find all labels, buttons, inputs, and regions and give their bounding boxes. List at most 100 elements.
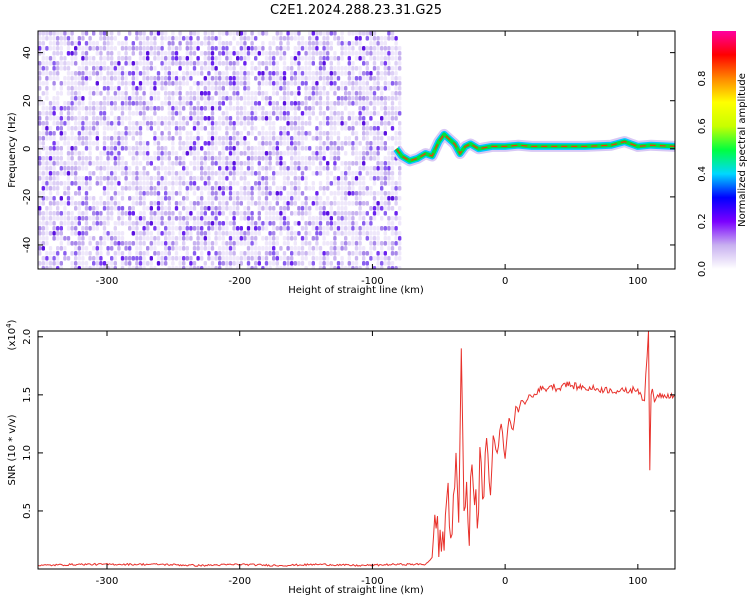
spectrogram-cell <box>189 206 193 211</box>
spectrogram-cell <box>300 256 305 261</box>
spectrogram-cell <box>261 61 265 66</box>
spectrogram-cell <box>106 156 110 161</box>
spectrogram-cell <box>272 76 276 81</box>
spectrogram-cell <box>387 216 391 221</box>
spectrogram-cell <box>336 61 341 66</box>
spectrogram-cell <box>318 121 323 126</box>
spectrogram-cell <box>243 171 247 176</box>
spectrogram-cell <box>308 156 312 161</box>
spectrogram-cell <box>286 96 290 101</box>
spectrogram-cell <box>293 56 297 61</box>
spectrogram-cell <box>275 31 279 36</box>
spectrogram-cell <box>174 206 179 211</box>
spectrogram-cell <box>326 76 330 81</box>
spectrogram-cell <box>102 61 107 66</box>
spectrogram-cell <box>66 226 71 231</box>
spectrogram-cell <box>286 131 290 136</box>
spectrogram-cell <box>74 116 78 121</box>
spectrogram-cell <box>383 121 387 126</box>
spectrogram-cell <box>257 196 261 201</box>
spectrogram-cell <box>221 181 225 186</box>
spectrogram-cell <box>178 31 182 36</box>
spectrogram-cell <box>106 46 110 51</box>
spectrogram-cell <box>347 61 351 66</box>
spectrogram-cell <box>92 86 96 91</box>
spectrogram-cell <box>153 31 157 36</box>
spectrogram-cell <box>272 71 276 76</box>
spectrogram-cell <box>45 256 49 261</box>
spectrogram-cell <box>351 51 355 56</box>
spectrogram-cell <box>218 161 222 166</box>
spectrogram-cell <box>300 246 305 251</box>
spectrogram-cell <box>308 211 312 216</box>
spectrogram-cell <box>365 101 369 106</box>
spectrogram-cell <box>110 156 114 161</box>
spectrogram-cell <box>164 91 168 96</box>
spectrogram-cell <box>149 101 153 106</box>
spectrogram-cell <box>48 201 53 206</box>
spectrogram-cell <box>174 176 179 181</box>
spectrogram-cell <box>95 261 99 266</box>
spectrogram-cell <box>257 246 261 251</box>
spectrogram-cell <box>142 151 146 156</box>
spectrogram-cell <box>322 131 326 136</box>
spectrogram-cell <box>95 156 99 161</box>
spectrogram-cell <box>390 126 395 131</box>
spectrogram-cell <box>344 171 348 176</box>
spectrogram-cell <box>394 131 398 136</box>
spectrogram-cell <box>178 191 182 196</box>
spectrogram-cell <box>48 136 53 141</box>
spectrogram-cell <box>318 216 323 221</box>
spectrogram-cell <box>354 161 359 166</box>
spectrogram-cell <box>200 226 204 231</box>
spectrogram-cell <box>77 126 81 131</box>
spectrogram-cell <box>282 131 287 136</box>
spectrogram-cell <box>214 156 218 161</box>
spectrogram-cell <box>207 36 211 41</box>
spectrogram-cell <box>106 36 110 41</box>
spectrogram-cell <box>128 116 132 121</box>
spectrogram-cell <box>142 76 146 81</box>
spectrogram-cell <box>250 71 254 76</box>
spectrogram-cell <box>376 236 380 241</box>
spectrogram-cell <box>200 66 204 71</box>
spectrogram-cell <box>372 91 377 96</box>
spectrogram-cell <box>257 66 261 71</box>
spectrogram-cell <box>120 76 125 81</box>
spectrogram-cell <box>128 121 132 126</box>
spectrogram-cell <box>131 86 135 91</box>
spectrogram-cell <box>354 86 359 91</box>
spectrogram-cell <box>182 56 186 61</box>
spectrogram-cell <box>131 161 135 166</box>
spectrogram-cell <box>214 266 218 269</box>
spectrogram-cell <box>84 206 89 211</box>
spectrogram-cell <box>308 56 312 61</box>
spectrogram-cell <box>308 91 312 96</box>
spectrogram-cell <box>207 91 211 96</box>
spectrogram-cell <box>178 181 182 186</box>
spectrogram-cell <box>189 41 193 46</box>
spectrogram-cell <box>178 111 182 116</box>
spectrogram-cell <box>304 196 308 201</box>
spectrogram-cell <box>189 71 193 76</box>
spectrogram-cell <box>207 166 211 171</box>
spectrogram-cell <box>221 231 225 236</box>
spectrogram-cell <box>66 116 71 121</box>
spectrogram-cell <box>286 151 290 156</box>
spectrogram-cell <box>362 166 366 171</box>
spectrogram-cell <box>318 96 323 101</box>
spectrogram-cell <box>56 36 60 41</box>
spectrogram-cell <box>300 261 305 266</box>
spectrogram-cell <box>232 91 236 96</box>
spectrogram-cell <box>261 81 265 86</box>
spectrogram-cell <box>347 171 351 176</box>
spectrogram-cell <box>351 226 355 231</box>
spectrogram-cell <box>74 51 78 56</box>
spectrogram-cell <box>344 96 348 101</box>
spectrogram-cell <box>322 186 326 191</box>
spectrogram-cell <box>390 91 395 96</box>
spectrogram-cell <box>279 186 283 191</box>
spectrogram-cell <box>45 131 49 136</box>
spectrogram-cell <box>387 71 391 76</box>
spectrogram-cell <box>81 96 85 101</box>
